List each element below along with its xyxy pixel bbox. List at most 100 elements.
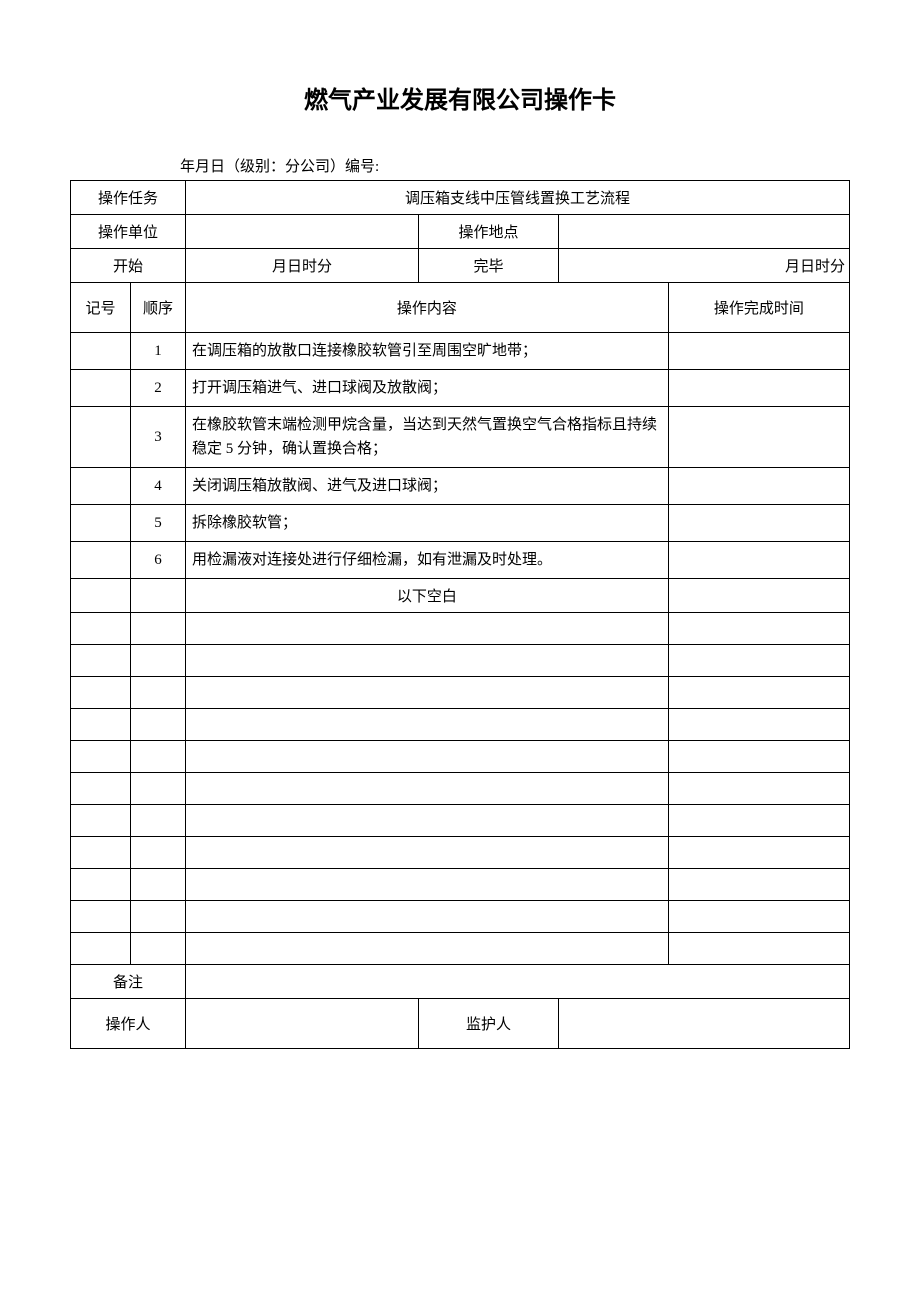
cell-content <box>185 677 668 709</box>
row-time: 开始 月日时分 完毕 月日时分 <box>71 249 850 283</box>
label-unit: 操作单位 <box>71 215 186 249</box>
table-row <box>71 645 850 677</box>
table-row <box>71 741 850 773</box>
cell-seq <box>131 709 186 741</box>
cell-time <box>668 505 849 542</box>
cell-content <box>185 933 668 965</box>
label-operator: 操作人 <box>71 999 186 1049</box>
cell-time <box>668 468 849 505</box>
row-blank-below: 以下空白 <box>71 579 850 613</box>
table-row: 5拆除橡胶软管； <box>71 505 850 542</box>
cell-mark <box>71 370 131 407</box>
cell-seq <box>131 677 186 709</box>
value-end: 月日时分 <box>558 249 849 283</box>
page-title: 燃气产业发展有限公司操作卡 <box>70 80 850 115</box>
table-row: 3在橡胶软管末端检测甲烷含量，当达到天然气置换空气合格指标且持续稳定 5 分钟，… <box>71 407 850 468</box>
cell-seq <box>131 837 186 869</box>
cell-seq <box>131 901 186 933</box>
cell-time <box>668 709 849 741</box>
cell-content: 打开调压箱进气、进口球阀及放散阀； <box>185 370 668 407</box>
cell-mark <box>71 677 131 709</box>
table-row: 4关闭调压箱放散阀、进气及进口球阀； <box>71 468 850 505</box>
label-supervisor: 监护人 <box>419 999 559 1049</box>
cell-seq: 5 <box>131 505 186 542</box>
table-row <box>71 837 850 869</box>
cell-content <box>185 709 668 741</box>
cell-time <box>668 677 849 709</box>
cell-time <box>668 542 849 579</box>
value-unit <box>185 215 418 249</box>
cell-seq: 4 <box>131 468 186 505</box>
cell-seq <box>131 645 186 677</box>
table-row <box>71 805 850 837</box>
cell-content: 拆除橡胶软管； <box>185 505 668 542</box>
cell-seq <box>131 805 186 837</box>
header-mark: 记号 <box>71 283 131 333</box>
label-location: 操作地点 <box>419 215 559 249</box>
cell-content <box>185 741 668 773</box>
cell-seq: 1 <box>131 333 186 370</box>
row-signatures: 操作人 监护人 <box>71 999 850 1049</box>
cell-time <box>668 741 849 773</box>
cell-content <box>185 805 668 837</box>
cell-seq <box>131 579 186 613</box>
cell-mark <box>71 709 131 741</box>
cell-mark <box>71 407 131 468</box>
subtitle: 年月日（级别：分公司）编号: <box>70 155 850 176</box>
cell-content <box>185 901 668 933</box>
cell-mark <box>71 933 131 965</box>
cell-time <box>668 333 849 370</box>
label-start: 开始 <box>71 249 186 283</box>
cell-mark <box>71 869 131 901</box>
cell-content: 关闭调压箱放散阀、进气及进口球阀； <box>185 468 668 505</box>
row-header: 记号 顺序 操作内容 操作完成时间 <box>71 283 850 333</box>
cell-mark <box>71 645 131 677</box>
cell-seq <box>131 741 186 773</box>
value-supervisor <box>558 999 849 1049</box>
header-complete-time: 操作完成时间 <box>668 283 849 333</box>
value-location <box>558 215 849 249</box>
cell-seq <box>131 869 186 901</box>
table-row: 1在调压箱的放散口连接橡胶软管引至周围空旷地带； <box>71 333 850 370</box>
row-unit: 操作单位 操作地点 <box>71 215 850 249</box>
row-remark: 备注 <box>71 965 850 999</box>
label-task: 操作任务 <box>71 181 186 215</box>
cell-mark <box>71 773 131 805</box>
table-row: 6用检漏液对连接处进行仔细检漏，如有泄漏及时处理。 <box>71 542 850 579</box>
table-row <box>71 933 850 965</box>
table-row <box>71 613 850 645</box>
value-operator <box>185 999 418 1049</box>
cell-content <box>185 837 668 869</box>
cell-seq: 6 <box>131 542 186 579</box>
cell-time <box>668 933 849 965</box>
table-row <box>71 901 850 933</box>
table-row <box>71 773 850 805</box>
cell-mark <box>71 542 131 579</box>
cell-mark <box>71 741 131 773</box>
cell-time <box>668 901 849 933</box>
value-start: 月日时分 <box>185 249 418 283</box>
cell-time <box>668 837 849 869</box>
cell-content <box>185 645 668 677</box>
value-remark <box>185 965 849 999</box>
cell-mark <box>71 333 131 370</box>
cell-time <box>668 869 849 901</box>
cell-time <box>668 613 849 645</box>
value-task: 调压箱支线中压管线置换工艺流程 <box>185 181 849 215</box>
cell-mark <box>71 468 131 505</box>
cell-content: 在调压箱的放散口连接橡胶软管引至周围空旷地带； <box>185 333 668 370</box>
operation-table: 操作任务 调压箱支线中压管线置换工艺流程 操作单位 操作地点 开始 月日时分 完… <box>70 180 850 1049</box>
label-end: 完毕 <box>419 249 559 283</box>
cell-content: 在橡胶软管末端检测甲烷含量，当达到天然气置换空气合格指标且持续稳定 5 分钟，确… <box>185 407 668 468</box>
cell-time <box>668 370 849 407</box>
cell-time <box>668 407 849 468</box>
cell-seq <box>131 613 186 645</box>
cell-mark <box>71 805 131 837</box>
table-row: 2打开调压箱进气、进口球阀及放散阀； <box>71 370 850 407</box>
cell-content <box>185 613 668 645</box>
cell-seq: 2 <box>131 370 186 407</box>
cell-mark <box>71 579 131 613</box>
cell-mark <box>71 505 131 542</box>
cell-seq <box>131 773 186 805</box>
row-task: 操作任务 调压箱支线中压管线置换工艺流程 <box>71 181 850 215</box>
